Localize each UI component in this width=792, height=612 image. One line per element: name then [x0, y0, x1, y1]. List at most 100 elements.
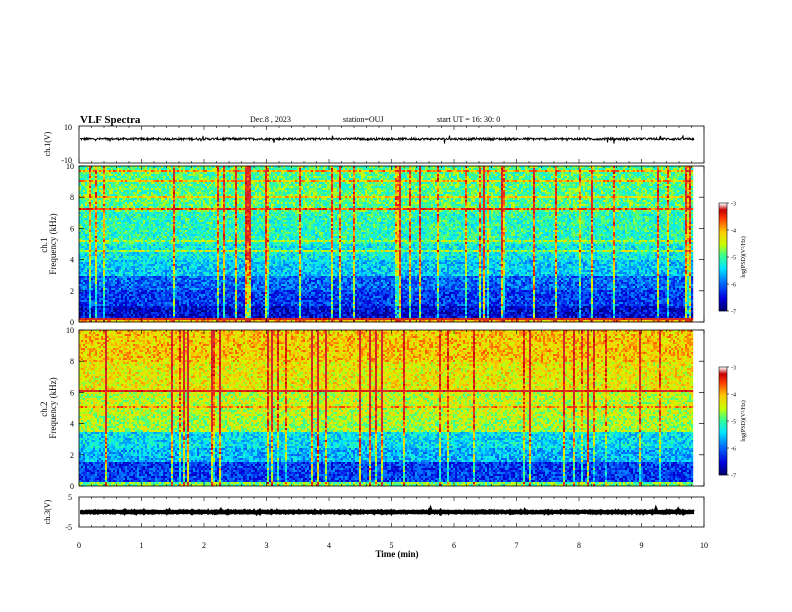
spectrogram-cell	[129, 298, 132, 301]
spectrogram-cell	[85, 246, 88, 249]
spectrogram-cell	[157, 270, 160, 273]
spectrogram-cell	[103, 304, 106, 307]
spectrogram-cell	[103, 186, 106, 189]
spectrogram-cell	[95, 186, 98, 189]
spectrogram-cell	[91, 236, 94, 239]
spectrogram-cell	[173, 264, 176, 267]
spectrogram-cell	[193, 294, 196, 297]
spectrogram-cell	[119, 250, 122, 253]
spectrogram-cell	[103, 274, 106, 277]
spectrogram-cell	[153, 312, 156, 315]
spectrogram-cell	[175, 204, 178, 207]
spectrogram-cell	[115, 222, 118, 225]
spectrogram-cell	[183, 204, 186, 207]
spectrogram-cell	[189, 204, 192, 207]
spectrogram-cell	[125, 248, 128, 251]
spectrogram-cell	[181, 186, 184, 189]
spectrogram-cell	[137, 240, 140, 243]
spectrogram-cell	[157, 176, 160, 179]
spectrogram-cell	[99, 290, 102, 293]
spectrogram-cell	[195, 300, 198, 303]
spectrogram-cell	[123, 240, 126, 243]
spectrogram-cell	[103, 276, 106, 279]
spectrogram-cell	[99, 182, 102, 185]
spectrogram-cell	[115, 248, 118, 251]
spectrogram-cell	[195, 178, 198, 181]
spectrogram-cell	[201, 286, 204, 289]
spectrogram-cell	[187, 214, 190, 217]
spectrogram-cell	[145, 246, 148, 249]
spectrogram-cell	[181, 294, 184, 297]
spectrogram-cell	[125, 226, 128, 229]
spectrogram-cell	[161, 282, 164, 285]
spectrogram-cell	[81, 200, 84, 203]
spectrogram-cell	[183, 314, 186, 317]
spectrogram-cell	[135, 264, 138, 267]
spectrogram-cell	[185, 248, 188, 251]
spectrogram-cell	[99, 180, 102, 183]
spectrogram-cell	[161, 306, 164, 309]
spectrogram-cell	[81, 174, 84, 177]
spectrogram-cell	[167, 202, 170, 205]
spectrogram-cell	[109, 210, 112, 213]
spectrogram-cell	[171, 186, 174, 189]
spectrogram-cell	[193, 202, 196, 205]
spectrogram-cell	[99, 300, 102, 303]
spectrogram-cell	[133, 168, 136, 171]
spectrogram-cell	[177, 172, 180, 175]
spectrogram-cell	[135, 186, 138, 189]
spectrogram-cell	[155, 224, 158, 227]
spectrogram-cell	[95, 280, 98, 283]
spectrogram-cell	[157, 254, 160, 257]
spectrogram-cell	[145, 230, 148, 233]
spectrogram-cell	[131, 202, 134, 205]
spectrogram-cell	[143, 248, 146, 251]
spectrogram-cell	[105, 288, 108, 291]
spectrogram-cell	[165, 304, 168, 307]
spectrogram-cell	[111, 300, 114, 303]
spectrogram-cell	[155, 244, 158, 247]
spectrogram-cell	[141, 176, 144, 179]
spectrogram-cell	[131, 268, 134, 271]
spectrogram-cell	[145, 238, 148, 241]
spectrogram-cell	[187, 300, 190, 303]
spectrogram-cell	[107, 180, 110, 183]
spectrogram-cell	[135, 306, 138, 309]
spectrogram-cell	[175, 194, 178, 197]
spectrogram-cell	[115, 178, 118, 181]
spectrogram-cell	[133, 214, 136, 217]
spectrogram-cell	[195, 188, 198, 191]
spectrogram-cell	[125, 192, 128, 195]
spectrogram-cell	[193, 252, 196, 255]
spectrogram-cell	[127, 294, 130, 297]
spectrogram-cell	[101, 298, 104, 301]
spectrogram-cell	[163, 190, 166, 193]
spectrogram-cell	[111, 182, 114, 185]
spectrogram-cell	[141, 246, 144, 249]
spectrogram-cell	[159, 294, 162, 297]
spectrogram-cell	[113, 186, 116, 189]
spectrogram-cell	[83, 200, 86, 203]
spectrogram-cell	[109, 200, 112, 203]
spectrogram-cell	[141, 218, 144, 221]
spectrogram-cell	[197, 208, 200, 211]
spectrogram-cell	[135, 246, 138, 249]
spectrogram-cell	[113, 280, 116, 283]
spectrogram-cell	[109, 260, 112, 263]
spectrogram-cell	[105, 194, 108, 197]
spectrogram-cell	[175, 168, 178, 171]
spectrogram-cell	[79, 318, 82, 321]
spectrogram-cell	[179, 292, 182, 295]
spectrogram-cell	[103, 296, 106, 299]
spectrogram-cell	[161, 290, 164, 293]
spectrogram-cell	[167, 304, 170, 307]
spectrogram-cell	[149, 292, 152, 295]
spectrogram-cell	[193, 268, 196, 271]
spectrogram-cell	[147, 170, 150, 173]
spectrogram-cell	[91, 192, 94, 195]
spectrogram-cell	[129, 226, 132, 229]
spectrogram-cell	[145, 274, 148, 277]
spectrogram-cell	[129, 258, 132, 261]
spectrogram-cell	[171, 278, 174, 281]
spectrogram-cell	[79, 282, 82, 285]
